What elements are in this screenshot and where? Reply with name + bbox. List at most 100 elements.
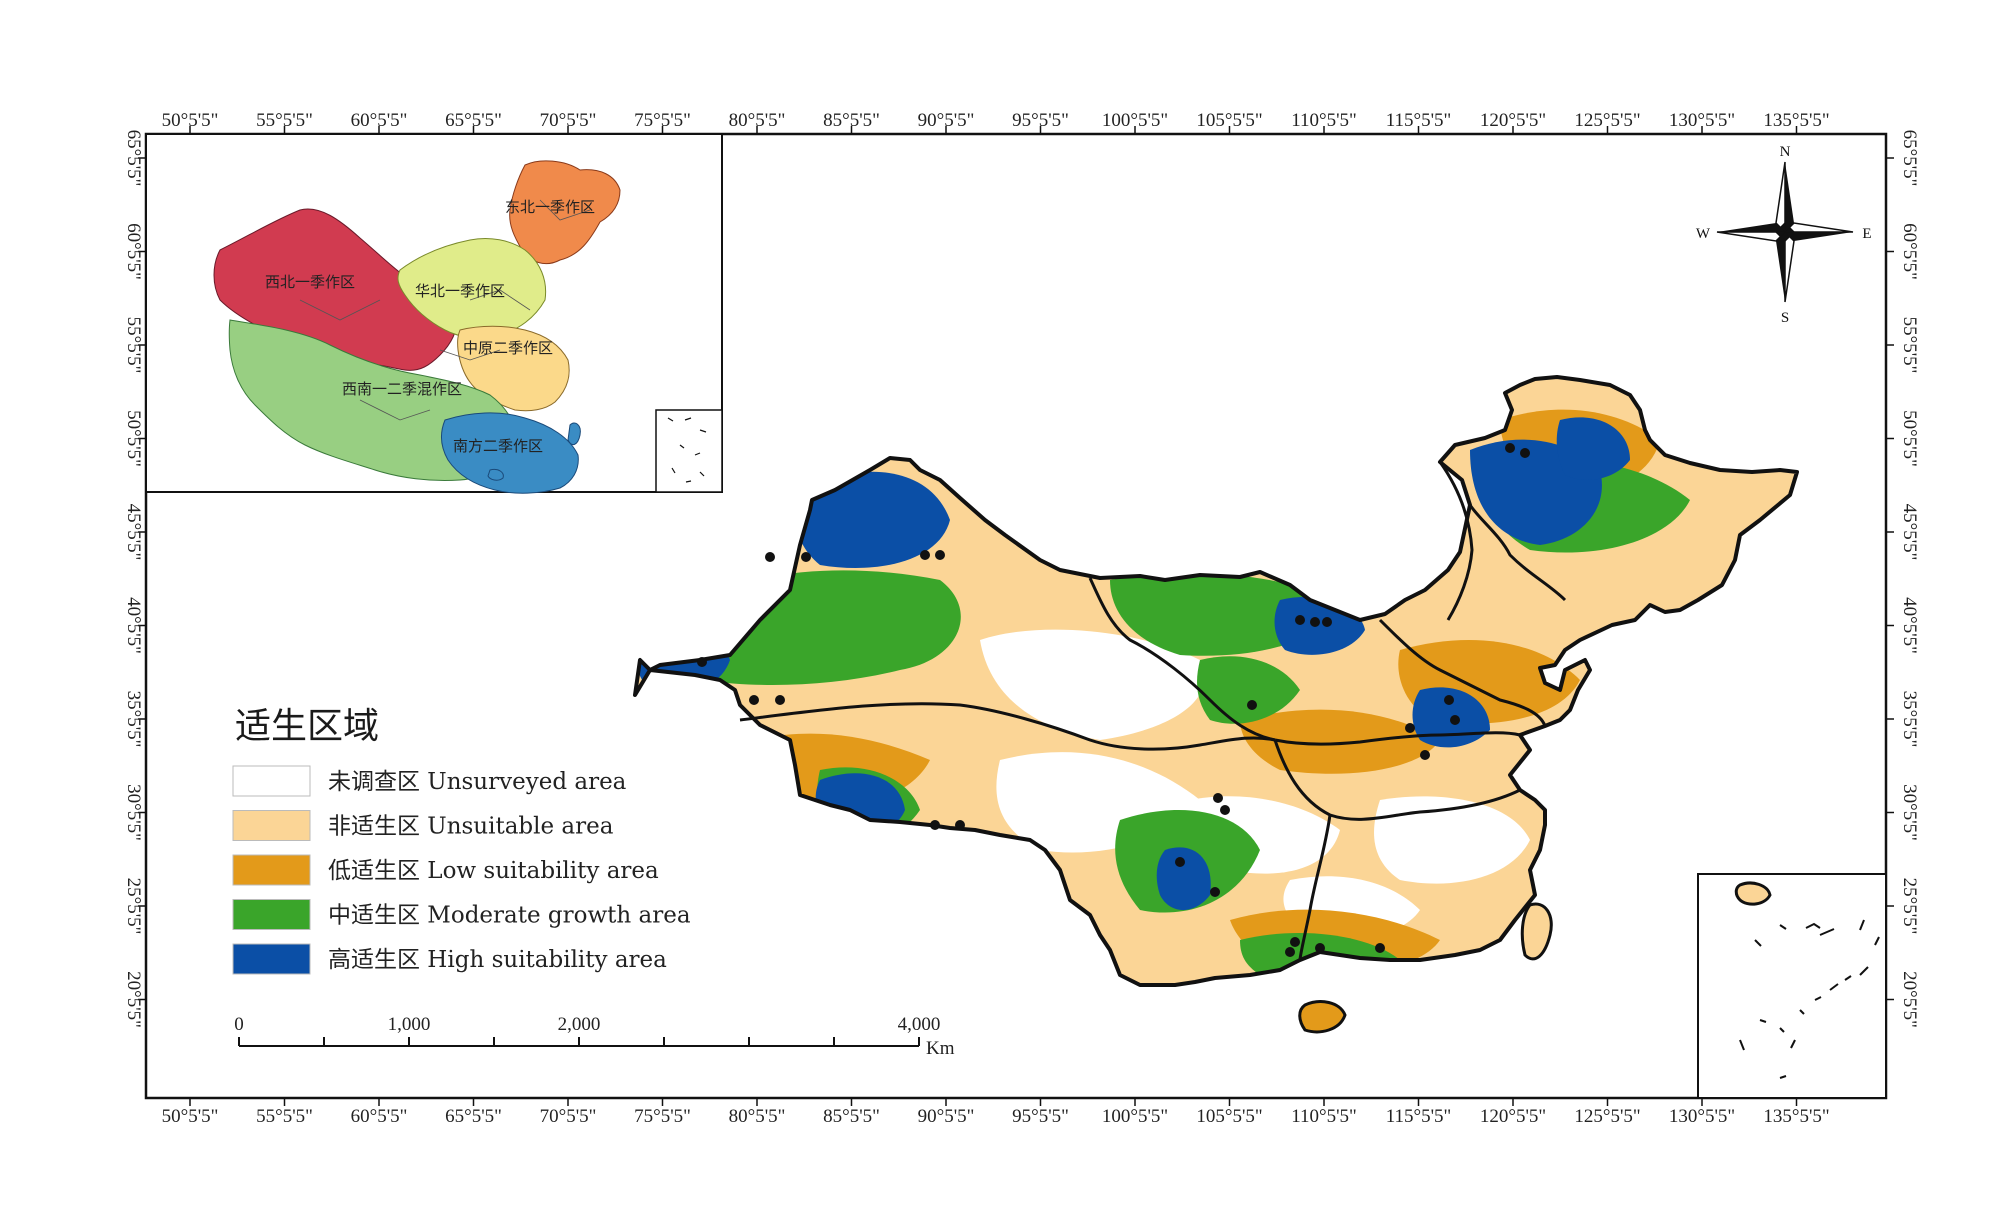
legend: 适生区域 未调查区 Unsurveyed area 非适生区 Unsuitable…: [232, 706, 691, 975]
survey-point: [697, 657, 707, 667]
legend-items: 未调查区 Unsurveyed area 非适生区 Unsuitable area…: [232, 765, 691, 975]
compass-west-label: W: [1696, 226, 1711, 242]
top-tick-label: 50°5'5": [162, 110, 219, 131]
cropping-zone-inset: 东北一季作区 西北一季作区 华北一季作区 中原二季作区 西南一二季混作区 南方二…: [145, 133, 723, 494]
scale-label-4000: 4,000: [898, 1014, 941, 1035]
legend-swatch: [232, 899, 311, 930]
survey-point: [1285, 947, 1295, 957]
survey-point: [1315, 943, 1325, 953]
survey-point: [801, 552, 811, 562]
left-tick-label: 40°5'5": [123, 597, 144, 654]
compass-east-label: E: [1862, 226, 1871, 242]
legend-label: 未调查区 Unsurveyed area: [328, 769, 627, 795]
bottom-tick-label: 90°5'5": [918, 1106, 975, 1127]
high-suitability-yunnan: [1156, 847, 1211, 910]
top-tick-label: 75°5'5": [634, 110, 691, 131]
survey-point: [1444, 695, 1454, 705]
survey-points: [697, 443, 1530, 957]
bottom-tick-label: 70°5'5": [540, 1106, 597, 1127]
south-china-sea-inset: [1697, 873, 1887, 1099]
right-tick-label: 65°5'5": [1899, 130, 1920, 187]
legend-label: 非适生区 Unsuitable area: [328, 814, 614, 840]
zone-label-northwest: 西北一季作区: [265, 273, 355, 291]
bottom-tick-label: 85°5'5": [823, 1106, 880, 1127]
legend-label: 低适生区 Low suitability area: [328, 858, 659, 884]
china-outline: [633, 375, 1799, 987]
top-tick-label: 130°5'5": [1669, 110, 1735, 131]
left-tick-label: 55°5'5": [123, 317, 144, 374]
hainan-island: [1298, 1000, 1347, 1034]
zone-label-central-plains: 中原二季作区: [463, 339, 553, 357]
inset-taiwan: [567, 422, 581, 446]
scale-bar: 0 1,000 2,000 4,000 Km: [234, 1014, 954, 1059]
zone-northeast: [509, 160, 621, 265]
bottom-tick-label: 60°5'5": [351, 1106, 408, 1127]
bottom-tick-label: 125°5'5": [1574, 1106, 1640, 1127]
zone-label-southwest: 西南一二季混作区: [342, 380, 462, 398]
scale-label-2000: 2,000: [558, 1014, 601, 1035]
survey-point: [930, 820, 940, 830]
zone-label-north-china: 华北一季作区: [415, 282, 505, 300]
survey-point: [1175, 857, 1185, 867]
bottom-tick-label: 110°5'5": [1291, 1106, 1357, 1127]
survey-point: [749, 695, 759, 705]
left-tick-label: 35°5'5": [123, 691, 144, 748]
survey-point: [1290, 937, 1300, 947]
inset-mini-islands: [667, 417, 707, 483]
top-tick-label: 65°5'5": [445, 110, 502, 131]
left-tick-label: 25°5'5": [123, 878, 144, 935]
compass-north-label: N: [1780, 144, 1791, 160]
legend-label: 高适生区 High suitability area: [328, 947, 667, 973]
scale-bar-ticks: [238, 1037, 920, 1047]
right-tick-label: 60°5'5": [1899, 223, 1920, 280]
inset-province-lines: [299, 199, 591, 421]
legend-swatch: [232, 943, 311, 975]
top-tick-label: 55°5'5": [256, 110, 313, 131]
low-suitability-central: [1240, 709, 1440, 774]
bottom-tick-label: 105°5'5": [1196, 1106, 1262, 1127]
legend-swatch: [232, 765, 311, 797]
right-tick-label: 30°5'5": [1899, 784, 1920, 841]
right-tick-label: 55°5'5": [1899, 317, 1920, 374]
zone-north-china: [397, 237, 547, 339]
left-tick-label: 20°5'5": [123, 971, 144, 1028]
survey-point: [935, 550, 945, 560]
survey-point: [1420, 750, 1430, 760]
survey-point: [1220, 805, 1230, 815]
survey-point: [1322, 617, 1332, 627]
moderate-growth-ningxia: [1197, 656, 1300, 724]
survey-point: [1375, 943, 1385, 953]
survey-point: [1405, 723, 1415, 733]
bottom-tick-label: 100°5'5": [1102, 1106, 1168, 1127]
survey-point: [1213, 793, 1223, 803]
inset-mini-sea-frame: [655, 409, 723, 493]
left-tick-label: 45°5'5": [123, 504, 144, 561]
south-china-sea-frame: [1697, 873, 1887, 1099]
top-tick-label: 120°5'5": [1480, 110, 1546, 131]
bottom-tick-label: 75°5'5": [634, 1106, 691, 1127]
top-tick-label: 90°5'5": [918, 110, 975, 131]
survey-point: [1210, 887, 1220, 897]
bottom-tick-label: 80°5'5": [729, 1106, 786, 1127]
bottom-tick-label: 130°5'5": [1669, 1106, 1735, 1127]
top-tick-label: 100°5'5": [1102, 110, 1168, 131]
taiwan-island: [1520, 902, 1553, 961]
scale-label-1000: 1,000: [388, 1014, 431, 1035]
top-tick-label: 105°5'5": [1196, 110, 1262, 131]
right-tick-label: 40°5'5": [1899, 597, 1920, 654]
scale-unit: Km: [926, 1038, 955, 1059]
survey-point: [1505, 443, 1515, 453]
north-arrow-icon: N S E W: [1696, 144, 1872, 326]
top-longitude-axis: 50°5'5" 55°5'5" 60°5'5" 65°5'5" 70°5'5" 75°5'…: [162, 110, 1830, 134]
south-china-sea-islands: [1739, 919, 1880, 1079]
bottom-longitude-axis: 50°5'5" 55°5'5" 60°5'5" 65°5'5" 70°5'5" 75°5'…: [162, 1098, 1830, 1127]
bottom-tick-label: 55°5'5": [256, 1106, 313, 1127]
legend-title: 适生区域: [235, 706, 379, 747]
survey-point: [1295, 615, 1305, 625]
bottom-tick-label: 135°5'5": [1763, 1106, 1829, 1127]
left-tick-label: 60°5'5": [123, 223, 144, 280]
top-tick-label: 80°5'5": [729, 110, 786, 131]
high-suitability-xinjiang-north: [795, 471, 950, 568]
